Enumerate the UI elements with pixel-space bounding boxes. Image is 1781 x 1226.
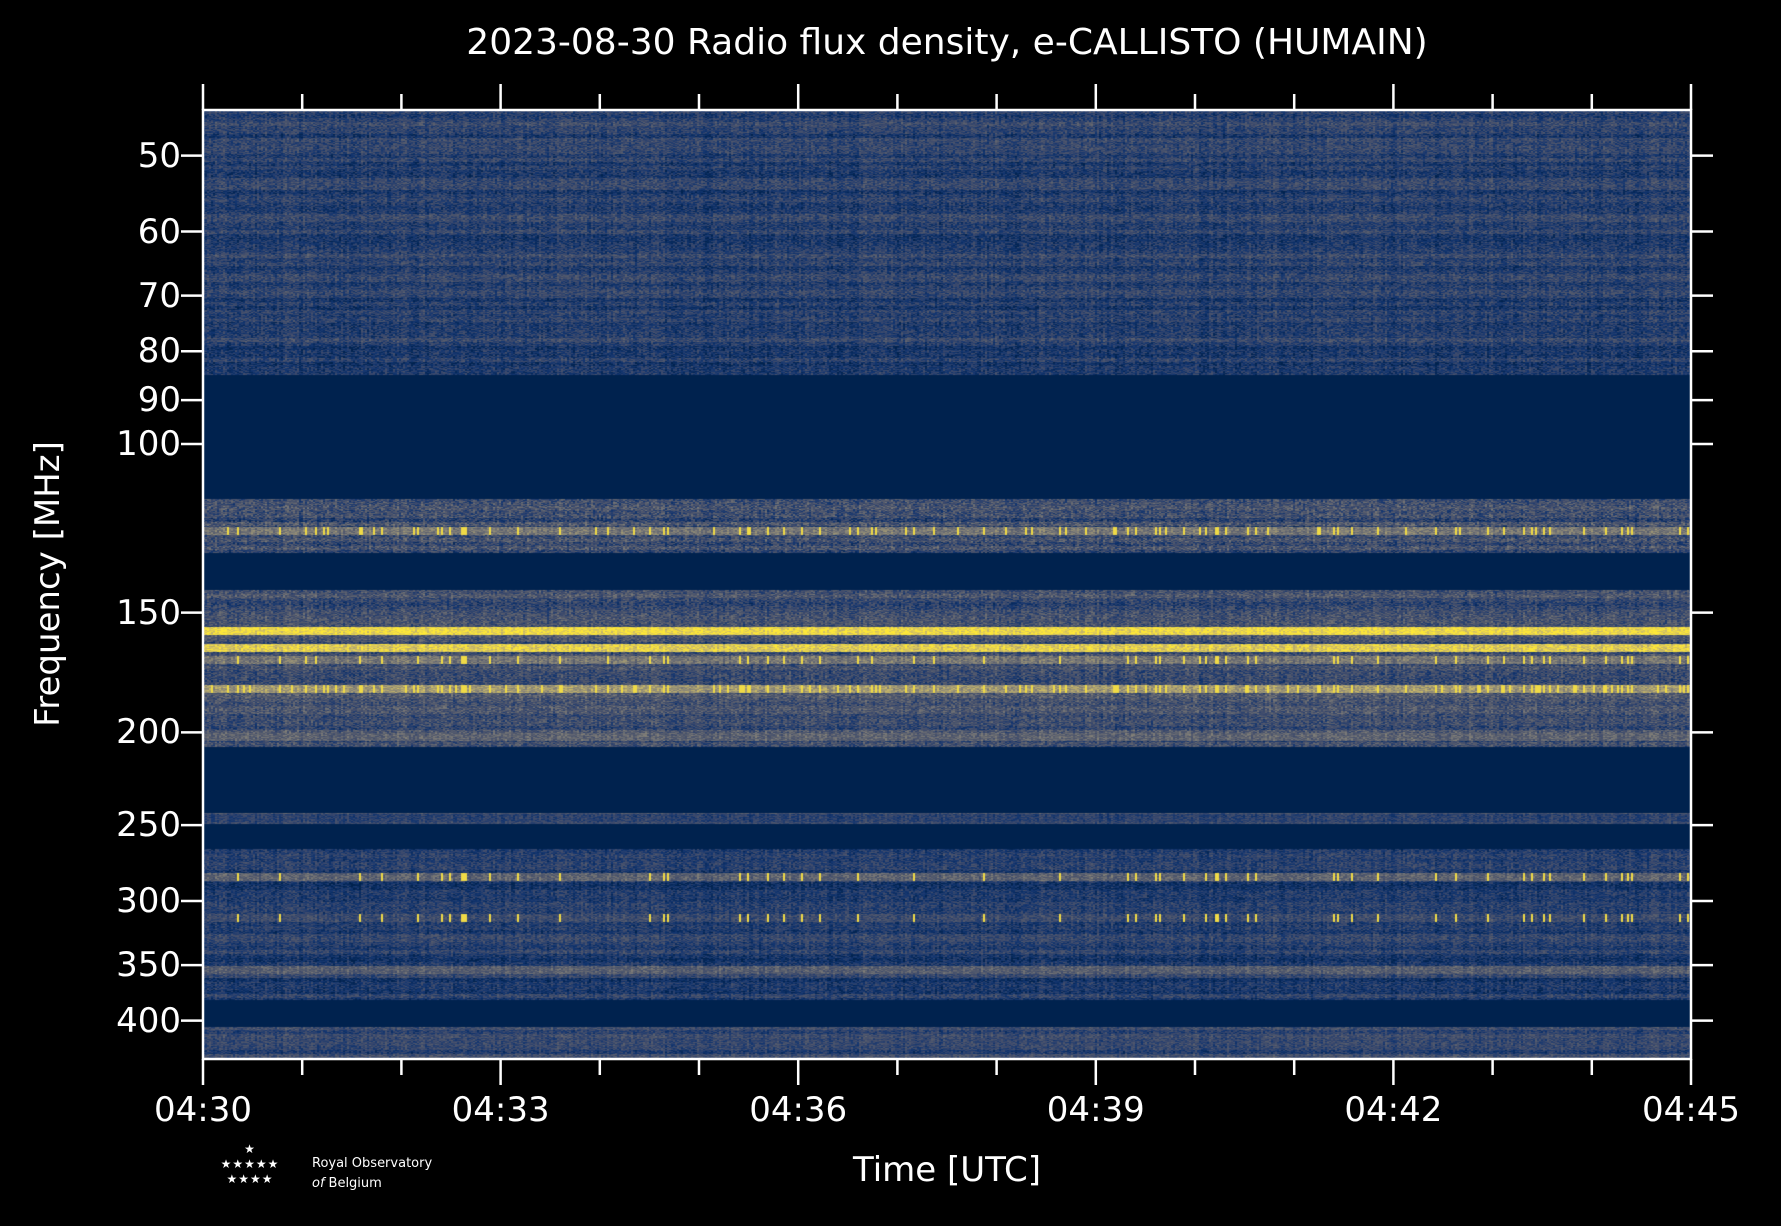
y-tick-label: 90 <box>137 380 181 421</box>
y-tick-label: 80 <box>137 331 181 372</box>
logo-line2: of Belgium <box>312 1176 382 1191</box>
y-axis-label: Frequency [MHz] <box>28 441 68 727</box>
x-tick-label: 04:30 <box>154 1090 252 1130</box>
y-tick-label: 400 <box>116 1000 181 1041</box>
plot-border <box>201 108 1693 1061</box>
x-tick-label: 04:39 <box>1046 1090 1145 1130</box>
x-tick-label: 04:45 <box>1642 1090 1740 1130</box>
y-tick-label: 300 <box>116 881 181 921</box>
logo-belgium: Belgium <box>328 1176 382 1191</box>
logo-line1: Royal Observatory <box>312 1156 433 1171</box>
y-tick-label: 200 <box>116 712 181 753</box>
y-tick-label: 150 <box>116 592 181 633</box>
x-tick-label: 04:36 <box>749 1090 848 1130</box>
y-tick-label: 350 <box>116 945 181 986</box>
y-tick-label: 50 <box>137 135 181 176</box>
stars-icon: ★ ★★★★★ ★★★★ <box>220 1142 280 1186</box>
spectrogram-heatmap <box>203 110 1691 1059</box>
logo-of: of <box>312 1176 325 1191</box>
x-tick-label: 04:33 <box>451 1090 550 1130</box>
x-tick-label: 04:42 <box>1344 1090 1443 1130</box>
chart-title: 2023-08-30 Radio flux density, e-CALLIST… <box>466 22 1428 63</box>
rob-logo: ★ ★★★★★ ★★★★ Royal Observatory of Belgium <box>208 1142 468 1202</box>
y-tick-label: 60 <box>137 211 181 252</box>
y-tick-label: 70 <box>137 275 181 316</box>
x-axis-label: Time [UTC] <box>853 1150 1041 1190</box>
y-tick-label: 100 <box>116 424 181 464</box>
y-tick-label: 250 <box>116 805 181 846</box>
